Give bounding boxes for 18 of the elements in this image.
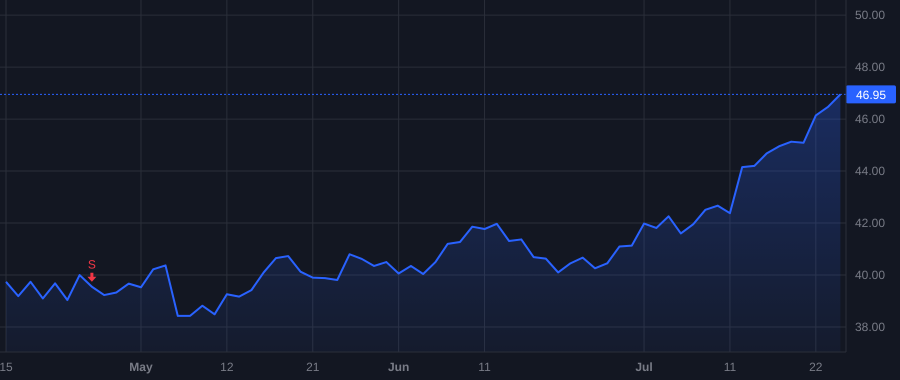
x-tick-label: 15 [0,360,13,374]
x-tick-label: 21 [306,360,320,374]
y-tick-label: 42.00 [854,216,886,230]
annotation: S [88,258,96,272]
y-tick-label: 46.00 [854,112,886,126]
y-tick-label: 44.00 [854,164,886,178]
x-tick-label: 11 [724,360,736,374]
x-tick-label: 12 [220,360,234,374]
y-tick-label: 38.00 [854,320,886,334]
y-tick-label: 48.00 [854,60,886,74]
x-tick-label: 11 [478,360,492,374]
x-tick-label: Jun [388,360,410,374]
y-tick-label: 50.00 [854,8,886,22]
y-tick-label: 40.00 [854,268,886,282]
ref-line-label: 46.95 [856,88,886,102]
x-tick-label: 22 [809,360,823,374]
x-tick-label: May [129,360,153,374]
x-tick-label: Jul [635,360,653,374]
